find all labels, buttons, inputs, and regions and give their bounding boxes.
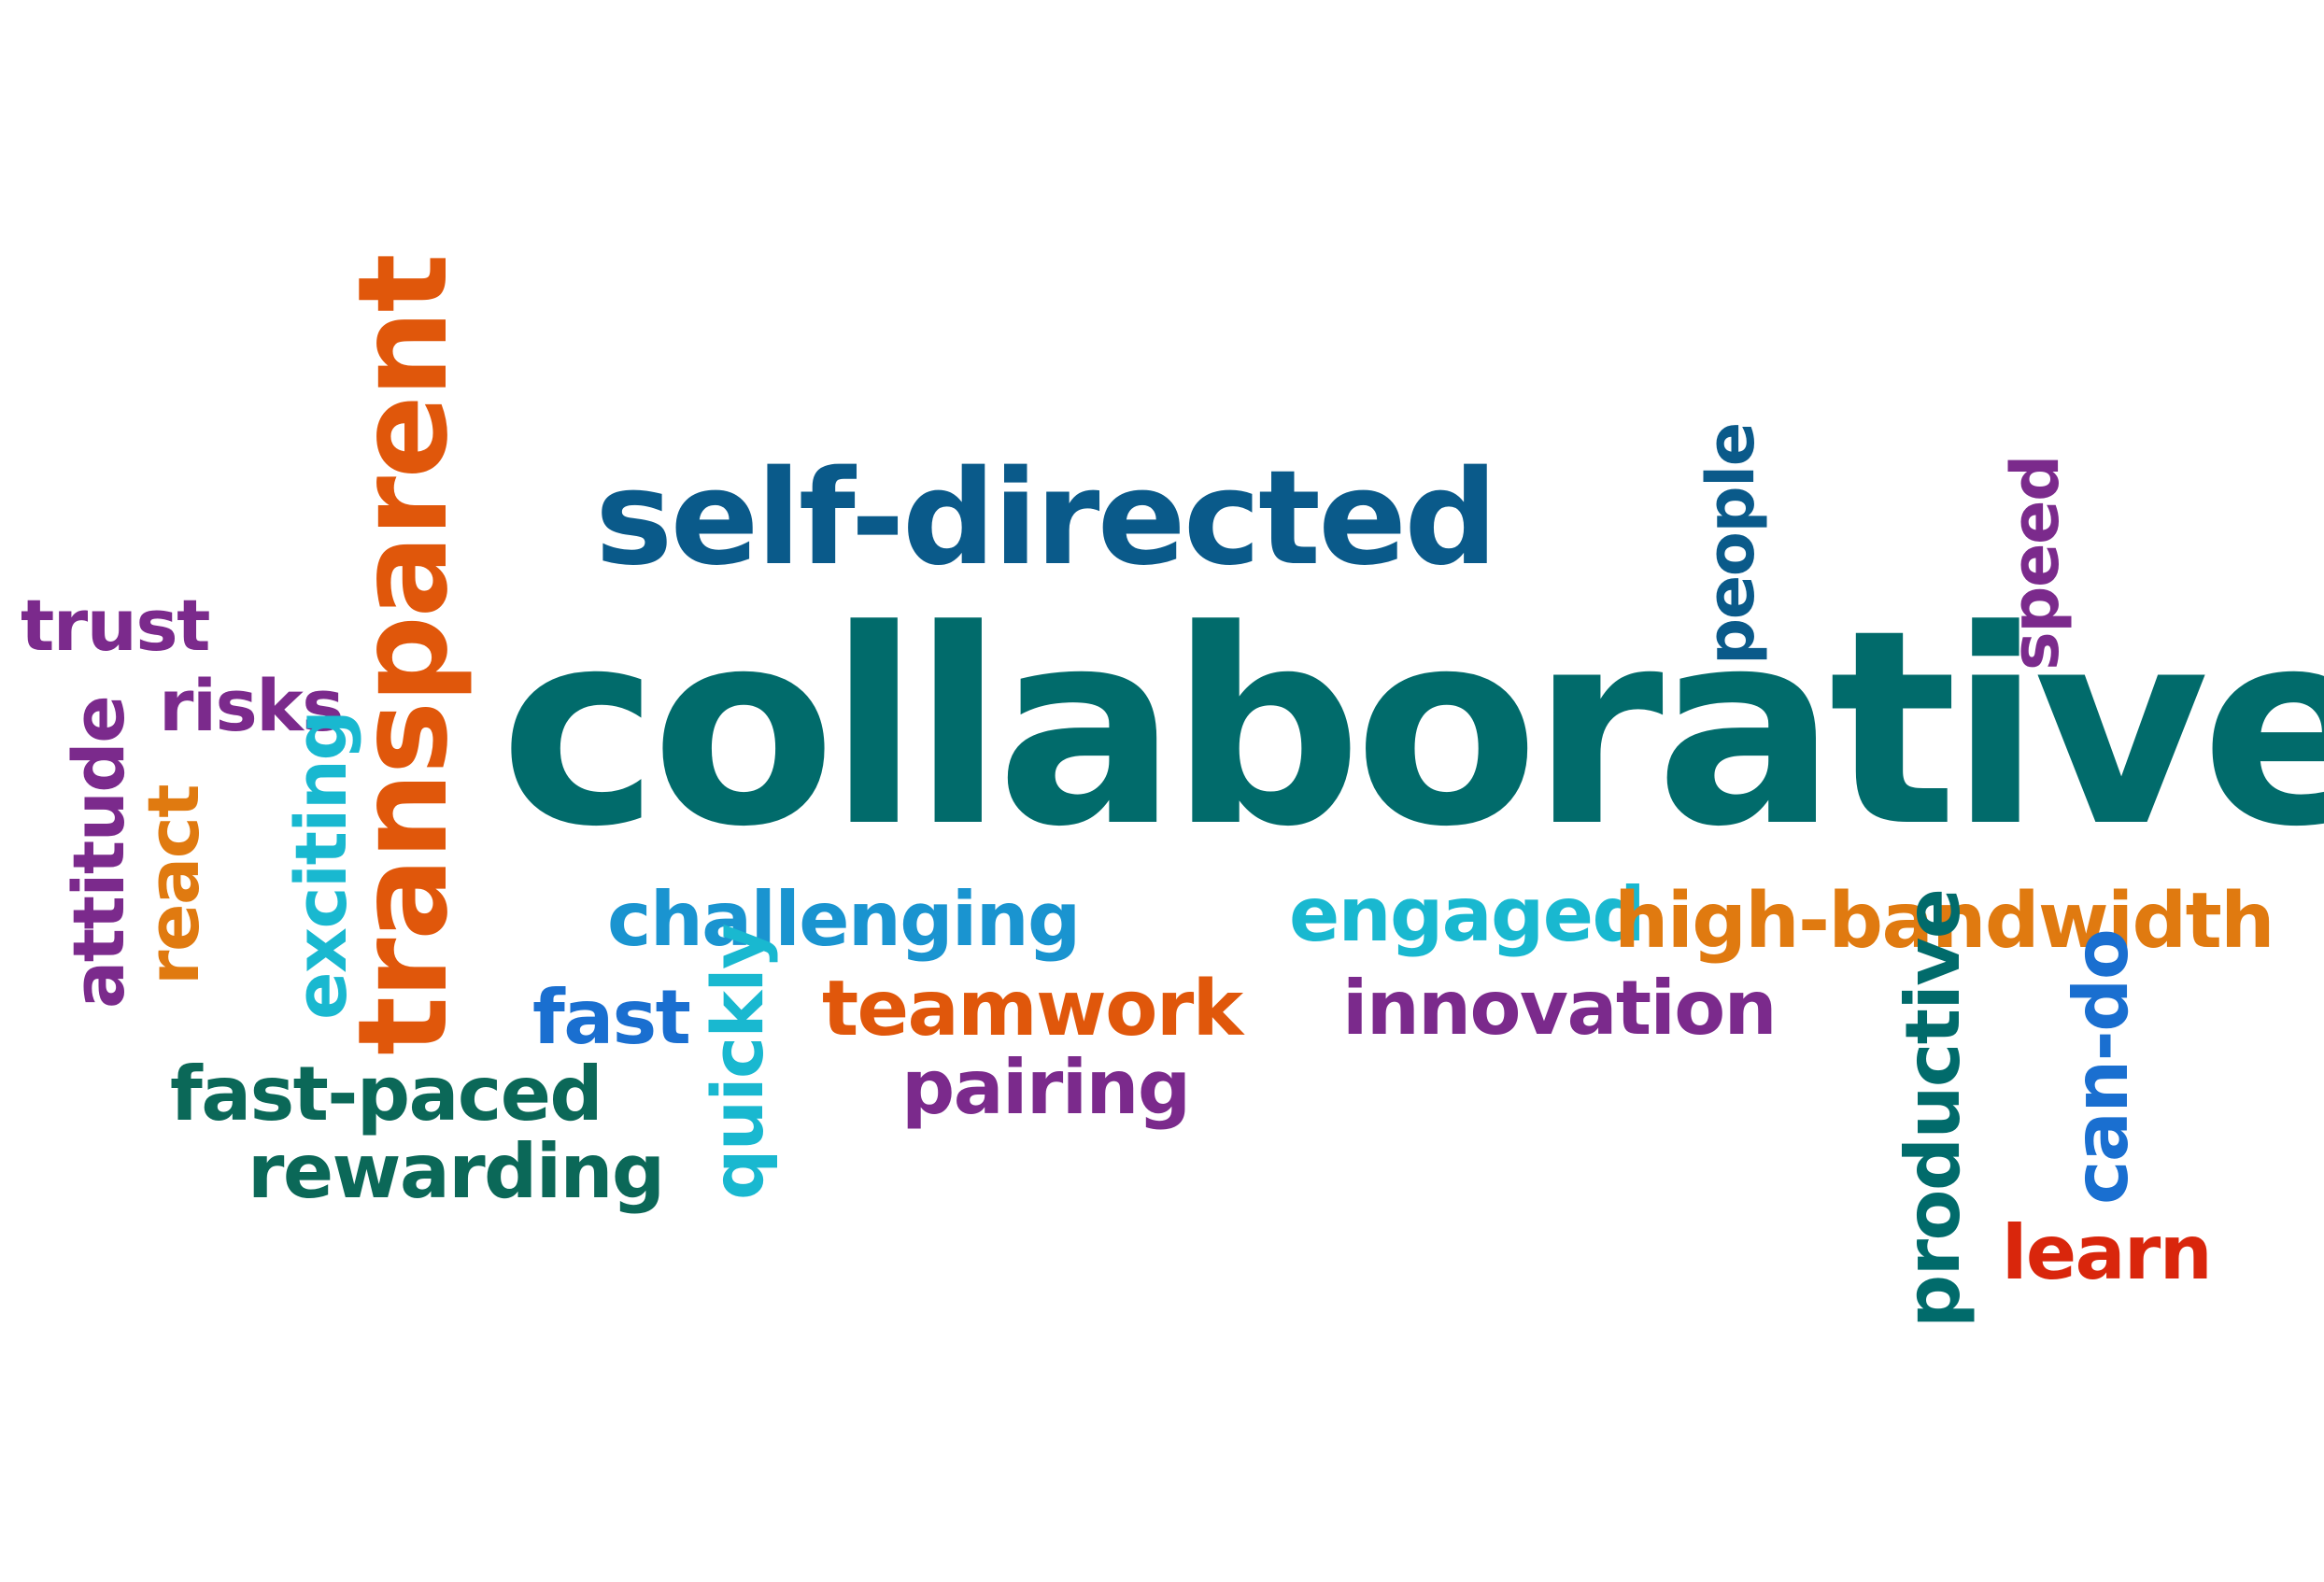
word-can-do: can-do [2058, 929, 2145, 1205]
word-engaged: engaged [1289, 871, 1646, 958]
word-innovation: innovation [1342, 965, 1778, 1052]
word-quickly: quickly [696, 924, 779, 1200]
word-fast: fast [532, 974, 691, 1061]
word-learn: learn [2002, 1209, 2213, 1296]
word-exciting: exciting [279, 711, 362, 1020]
word-fast-paced: fast-paced [170, 1051, 603, 1137]
word-rewarding: rewarding [248, 1128, 665, 1215]
word-high-bandwidth: high-bandwidth [1614, 877, 2275, 966]
word-people: people [1693, 423, 1769, 665]
word-risks: risks [159, 664, 344, 747]
word-pairing: pairing [901, 1044, 1191, 1131]
word-speed: speed [1997, 456, 2074, 671]
word-attitude: attitude [57, 696, 140, 1009]
word-self-directed: self-directed [595, 443, 1498, 595]
word-collaborative: collaborative [500, 572, 2324, 885]
word-react: react [132, 784, 215, 985]
word-challenging: challenging [607, 876, 1081, 963]
word-trust: trust [21, 584, 210, 667]
word-productive: productive [1890, 889, 1977, 1328]
word-teamwork: teamwork [822, 965, 1243, 1053]
